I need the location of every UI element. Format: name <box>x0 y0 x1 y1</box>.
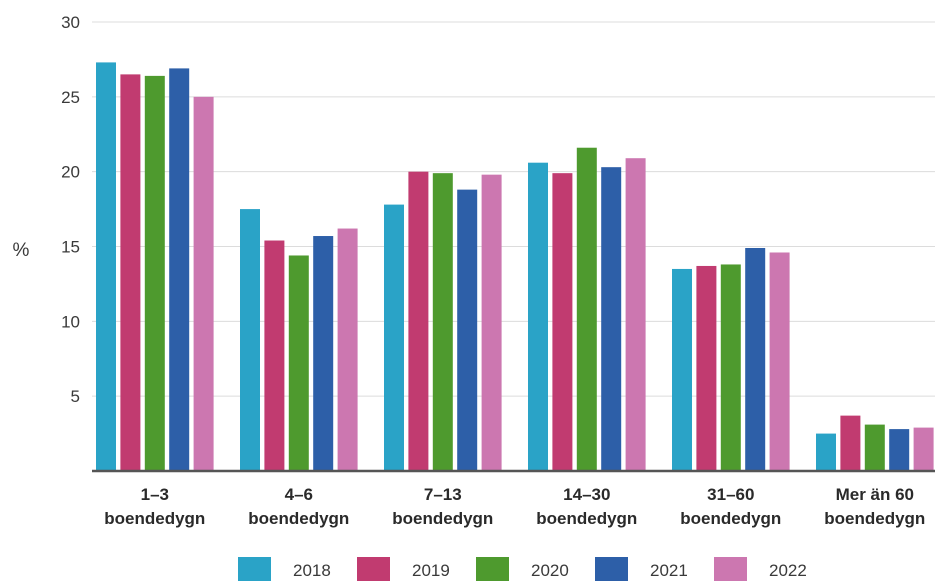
bar-2018-2 <box>384 204 404 472</box>
bar-2018-3 <box>528 162 548 472</box>
bar-2018-1 <box>240 209 260 472</box>
legend-swatch-2018 <box>238 557 271 581</box>
y-tick-label: 10 <box>61 312 80 331</box>
bar-2021-4 <box>745 247 766 471</box>
x-category-label: Mer än 60 <box>836 485 914 504</box>
bar-2022-2 <box>481 174 502 471</box>
legend: 2018 2019 2020 2021 2022 <box>238 557 807 581</box>
bar-2018-4 <box>672 268 692 471</box>
x-category-label: boendedygn <box>680 509 781 528</box>
y-tick-label: 25 <box>61 88 80 107</box>
bar-2021-1 <box>313 236 334 471</box>
legend-swatch-2021 <box>595 557 628 581</box>
x-category-label: boendedygn <box>824 509 925 528</box>
bar-2019-1 <box>264 240 285 471</box>
bar-2020-2 <box>432 173 453 471</box>
x-category-label: 7–13 <box>424 485 462 504</box>
x-category-label: boendedygn <box>392 509 493 528</box>
x-category-label: 1–3 <box>141 485 169 504</box>
bar-2019-3 <box>552 173 573 471</box>
legend-label-2019: 2019 <box>412 561 450 580</box>
x-category-label: 4–6 <box>285 485 313 504</box>
legend-label-2021: 2021 <box>650 561 688 580</box>
legend-swatch-2019 <box>357 557 390 581</box>
bar-2022-0 <box>193 96 214 471</box>
x-category-label: boendedygn <box>536 509 637 528</box>
bar-2020-3 <box>576 147 597 471</box>
y-axis-ticks: 5 10 15 20 25 30 <box>61 13 80 406</box>
legend-swatch-2020 <box>476 557 509 581</box>
bar-2020-0 <box>144 75 165 471</box>
x-category-label: 14–30 <box>563 485 610 504</box>
bar-2018-0 <box>96 62 116 471</box>
bar-2022-4 <box>769 252 790 471</box>
bar-2019-0 <box>120 74 141 471</box>
bar-2019-4 <box>696 265 717 471</box>
bar-2022-1 <box>337 228 358 471</box>
legend-label-2018: 2018 <box>293 561 331 580</box>
bar-2021-2 <box>457 189 478 472</box>
legend-label-2020: 2020 <box>531 561 569 580</box>
gridlines <box>92 21 935 397</box>
bar-2019-5 <box>840 415 861 471</box>
x-axis-category-labels: 1–3 boendedygn 4–6 boendedygn 7–13 boendedygn… <box>104 485 925 528</box>
bar-2020-5 <box>864 424 885 471</box>
bar-2019-2 <box>408 171 429 471</box>
bar-2022-5 <box>913 427 934 471</box>
y-tick-label: 30 <box>61 13 80 32</box>
legend-label-2022: 2022 <box>769 561 807 580</box>
bar-2021-3 <box>601 167 622 471</box>
x-category-label: boendedygn <box>248 509 349 528</box>
y-tick-label: 5 <box>71 387 80 406</box>
legend-swatch-2022 <box>714 557 747 581</box>
bar-2021-5 <box>889 429 910 471</box>
x-category-label: boendedygn <box>104 509 205 528</box>
y-axis-label: % <box>13 240 30 261</box>
y-tick-label: 15 <box>61 238 80 257</box>
bars <box>96 62 934 472</box>
x-category-label: 31–60 <box>707 485 754 504</box>
bar-2021-0 <box>169 68 190 471</box>
bar-2020-1 <box>288 255 309 471</box>
bar-2020-4 <box>720 264 741 471</box>
bar-2022-3 <box>625 158 646 472</box>
y-tick-label: 20 <box>61 163 80 182</box>
bar-2018-5 <box>816 433 836 471</box>
